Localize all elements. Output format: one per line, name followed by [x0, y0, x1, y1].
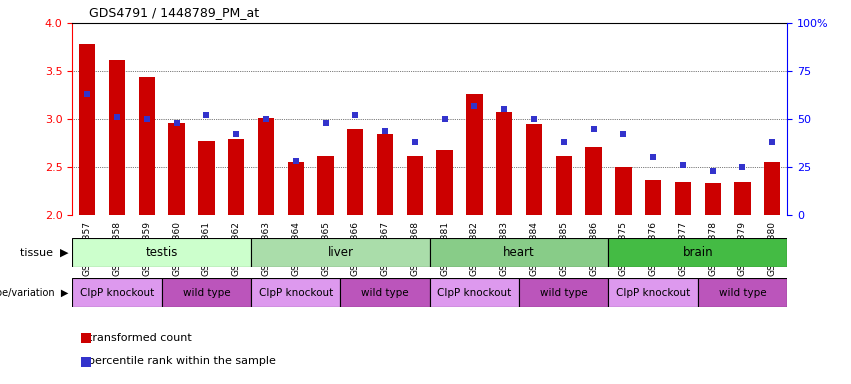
Text: transformed count: transformed count	[81, 333, 191, 343]
Bar	[109, 61, 125, 215]
Bar	[556, 156, 572, 215]
Text: wild type: wild type	[362, 288, 408, 298]
Bar	[734, 182, 751, 215]
Bar	[430, 238, 608, 267]
Bar	[377, 134, 393, 215]
Text: genotype/variation  ▶: genotype/variation ▶	[0, 288, 68, 298]
Bar	[705, 184, 721, 215]
Text: ClpP knockout: ClpP knockout	[80, 288, 154, 298]
Bar	[430, 278, 519, 307]
Bar	[72, 278, 162, 307]
Bar	[407, 157, 423, 215]
Bar	[340, 278, 430, 307]
Bar	[675, 182, 691, 215]
Bar	[251, 278, 340, 307]
Text: wild type: wild type	[183, 288, 230, 298]
Text: ClpP knockout: ClpP knockout	[437, 288, 511, 298]
Bar	[72, 238, 251, 267]
Bar	[526, 124, 542, 215]
Bar	[645, 180, 661, 215]
Bar	[168, 123, 185, 215]
Bar	[317, 157, 334, 215]
Bar	[437, 150, 453, 215]
Bar	[496, 113, 512, 215]
Bar	[608, 278, 698, 307]
Bar	[228, 139, 244, 215]
Bar	[615, 167, 631, 215]
Text: wild type: wild type	[719, 288, 766, 298]
Text: ClpP knockout: ClpP knockout	[616, 288, 690, 298]
Bar	[162, 278, 251, 307]
Bar	[608, 238, 787, 267]
Text: GDS4791 / 1448789_PM_at: GDS4791 / 1448789_PM_at	[89, 6, 260, 19]
Bar	[139, 77, 155, 215]
Bar	[198, 141, 214, 215]
Bar	[519, 278, 608, 307]
Text: wild type: wild type	[540, 288, 587, 298]
Text: liver: liver	[328, 246, 353, 259]
Text: heart: heart	[503, 246, 535, 259]
Bar	[251, 238, 430, 267]
Bar	[585, 147, 602, 215]
Text: percentile rank within the sample: percentile rank within the sample	[81, 356, 276, 366]
Bar	[764, 162, 780, 215]
Bar	[466, 94, 483, 215]
Bar	[258, 118, 274, 215]
Text: brain: brain	[683, 246, 713, 259]
Text: tissue  ▶: tissue ▶	[20, 247, 68, 258]
Bar	[347, 129, 363, 215]
Text: ClpP knockout: ClpP knockout	[259, 288, 333, 298]
Bar	[288, 162, 304, 215]
Bar	[79, 44, 95, 215]
Text: testis: testis	[146, 246, 178, 259]
Bar	[698, 278, 787, 307]
